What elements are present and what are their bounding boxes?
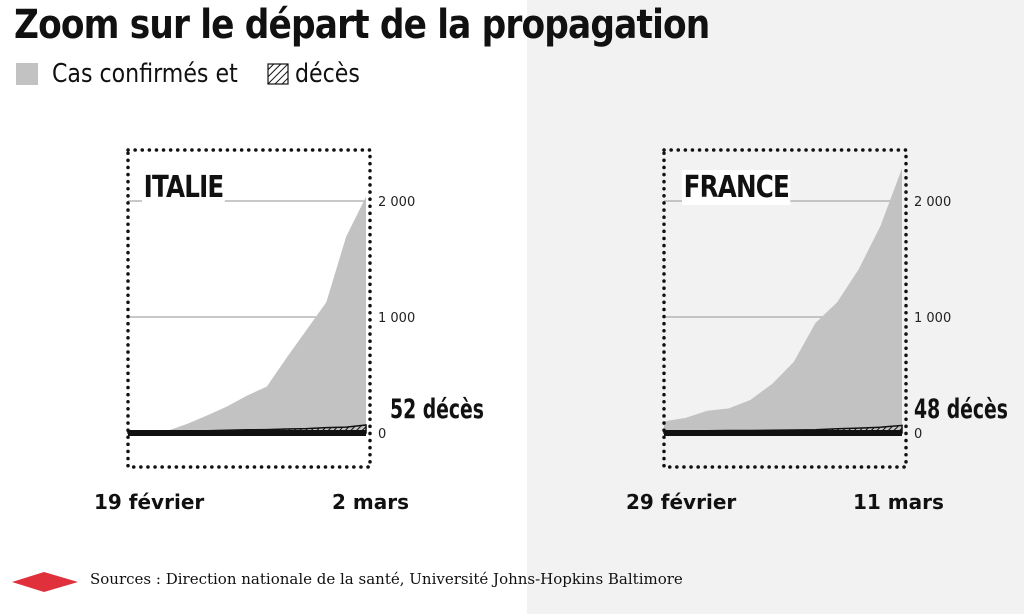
legend-deaths-label: décès <box>294 59 360 89</box>
ytick-label-1000: 1 000 <box>914 311 951 326</box>
x-end-label-italie: 2 mars <box>332 490 409 514</box>
country-label-italie: ITALIE <box>142 170 226 205</box>
dotted-frame <box>126 148 372 469</box>
country-label-france: FRANCE <box>682 170 791 205</box>
legend-deaths-swatch <box>266 63 289 85</box>
ytick-label-0: 0 <box>378 427 386 442</box>
deaths-annotation: 52 décès <box>390 394 484 425</box>
legend-cases-label: Cas confirmés et <box>52 59 238 89</box>
source-note: Sources : Direction nationale de la sant… <box>90 570 683 588</box>
x-start-label-france: 29 février <box>626 490 737 514</box>
chart-title: Zoom sur le départ de la propagation <box>14 2 710 48</box>
right-background <box>527 0 1024 614</box>
x-start-label-italie: 19 février <box>94 490 205 514</box>
source-diamond-icon <box>12 572 78 592</box>
deaths-annotation: 48 décès <box>914 394 1008 425</box>
ytick-label-1000: 1 000 <box>378 311 415 326</box>
legend: Cas confirmés et décès <box>16 58 371 90</box>
ytick-label-2000: 2 000 <box>378 195 415 210</box>
cases-area <box>128 196 366 433</box>
baseline-band <box>128 430 366 436</box>
legend-cases-swatch <box>16 63 38 85</box>
baseline-band <box>664 430 902 436</box>
ytick-label-0: 0 <box>914 427 922 442</box>
dotted-frame <box>662 148 908 469</box>
x-end-label-france: 11 mars <box>853 490 944 514</box>
cases-area <box>664 168 902 433</box>
ytick-label-2000: 2 000 <box>914 195 951 210</box>
